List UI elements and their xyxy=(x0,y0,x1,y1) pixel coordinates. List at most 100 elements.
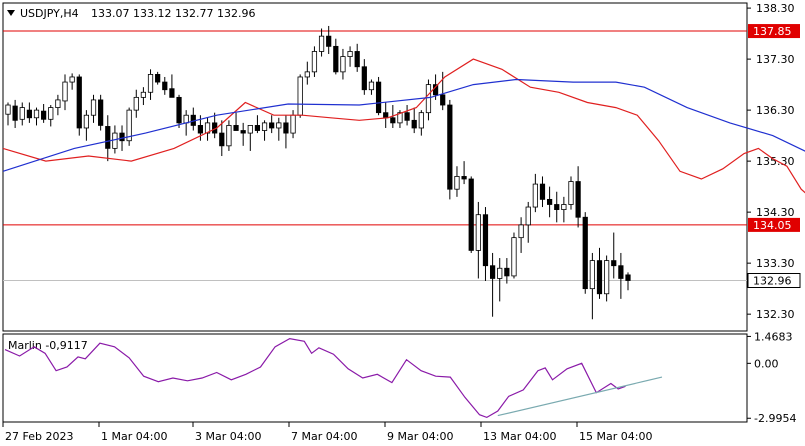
current-price-box xyxy=(747,272,801,288)
price-labels: 137.85 134.05 132.96 xyxy=(747,24,801,288)
candle-body xyxy=(197,125,204,134)
candle-body xyxy=(625,274,631,281)
time-tick-label: 1 Mar 04:00 xyxy=(101,430,167,443)
candle-body xyxy=(69,76,75,83)
candle-body xyxy=(440,94,446,106)
dropdown-arrow-icon[interactable] xyxy=(7,10,15,16)
marlin-trendline xyxy=(497,376,663,417)
candle-body xyxy=(83,114,90,129)
candle-body xyxy=(76,76,82,129)
candle-body xyxy=(489,265,496,279)
candle-body xyxy=(183,114,189,124)
candle-body xyxy=(119,132,125,142)
horizontal-levels xyxy=(3,30,747,281)
chart-symbol: USDJPY,H4 xyxy=(20,7,79,20)
indicator-label: Marlin -0,9117 xyxy=(8,339,88,352)
candle-body xyxy=(162,81,168,91)
candle-body xyxy=(475,214,481,251)
candle-body xyxy=(340,56,346,73)
candle-body xyxy=(247,125,253,134)
candle-body xyxy=(461,176,467,180)
price-tick-label: 138.30 xyxy=(756,2,795,15)
candle-body xyxy=(497,267,503,279)
candle-body xyxy=(276,122,282,129)
candle-body xyxy=(219,132,225,147)
candle-body xyxy=(133,96,139,111)
candle-body xyxy=(140,91,147,98)
candle-body xyxy=(326,35,332,47)
price-tick-label: 133.30 xyxy=(756,257,795,270)
candle-body xyxy=(12,105,18,121)
candle-body xyxy=(575,181,581,218)
candle-body xyxy=(290,114,296,134)
indicator-pane[interactable] xyxy=(2,333,748,423)
candle-body xyxy=(604,260,610,295)
candle-body xyxy=(447,104,453,190)
price-tick-label: 134.30 xyxy=(756,206,795,219)
candle-body xyxy=(347,51,353,57)
indicator-tick-label: 1.4683 xyxy=(754,330,793,343)
candle-body xyxy=(383,112,389,119)
price-tick-label: 136.30 xyxy=(756,104,795,117)
candle-body xyxy=(368,81,375,91)
candle-body xyxy=(333,45,339,73)
candle-body xyxy=(582,216,588,290)
candle-body xyxy=(561,204,567,210)
price-tick-label: 137.30 xyxy=(756,53,795,66)
indicator-lines xyxy=(4,337,663,419)
candle-body xyxy=(311,51,318,73)
candle-body xyxy=(511,237,517,277)
time-tick-label: 15 Mar 04:00 xyxy=(579,430,652,443)
candle-body xyxy=(504,267,510,277)
candle-body xyxy=(19,107,25,120)
level-price-label: 134.05 xyxy=(753,219,792,232)
price-pane[interactable] xyxy=(2,2,748,332)
indicator-tick-label: 0.00 xyxy=(754,357,779,370)
candle-body xyxy=(425,84,432,114)
candle-body xyxy=(33,109,40,119)
candle-body xyxy=(254,125,261,131)
ma-blue-line xyxy=(2,78,805,172)
candle-body xyxy=(233,125,239,131)
candle-body xyxy=(361,66,367,91)
time-tick-label: 27 Feb 2023 xyxy=(5,430,73,443)
candle-body xyxy=(518,224,524,239)
candle-body xyxy=(454,176,460,190)
candle-body xyxy=(62,81,68,102)
candle-body xyxy=(589,260,595,290)
candle-body xyxy=(596,260,603,295)
time-tick-label: 13 Mar 04:00 xyxy=(483,430,556,443)
candle-body xyxy=(547,198,553,205)
candle-body xyxy=(418,112,424,129)
candle-body xyxy=(554,204,560,210)
level-price-label: 137.85 xyxy=(753,25,792,38)
candle-body xyxy=(155,74,161,83)
candle-body xyxy=(397,112,403,124)
ma-red-line xyxy=(2,58,805,194)
candle-body xyxy=(539,183,546,200)
current-price-label: 132.96 xyxy=(753,274,792,287)
candle-body xyxy=(318,35,325,52)
candle-body xyxy=(404,112,410,121)
candle-body xyxy=(532,183,538,208)
level-price-box xyxy=(748,217,800,232)
time-tick-label: 9 Mar 04:00 xyxy=(387,430,453,443)
candle-body xyxy=(269,122,275,129)
candle-body xyxy=(283,122,289,134)
candle-body xyxy=(468,178,474,251)
price-tick-label: 135.30 xyxy=(756,155,795,168)
moving-averages xyxy=(2,58,805,194)
candle-body xyxy=(354,51,360,68)
chart-ohlc: 133.07 133.12 132.77 132.96 xyxy=(91,7,255,20)
candle-body xyxy=(390,117,396,124)
candle-body xyxy=(297,76,303,116)
candle-body xyxy=(375,81,382,114)
price-tick-label: 132.30 xyxy=(756,308,795,321)
candle-body xyxy=(169,88,175,98)
time-axis: 27 Feb 2023 1 Mar 04:00 3 Mar 04:00 7 Mar 0… xyxy=(2,422,652,443)
level-price-box xyxy=(748,24,800,39)
price-y-axis: 138.30 137.30 136.30 135.30 134.30 133.30 132.… xyxy=(747,2,795,321)
candle-body xyxy=(411,119,417,129)
candle-body xyxy=(304,71,310,78)
